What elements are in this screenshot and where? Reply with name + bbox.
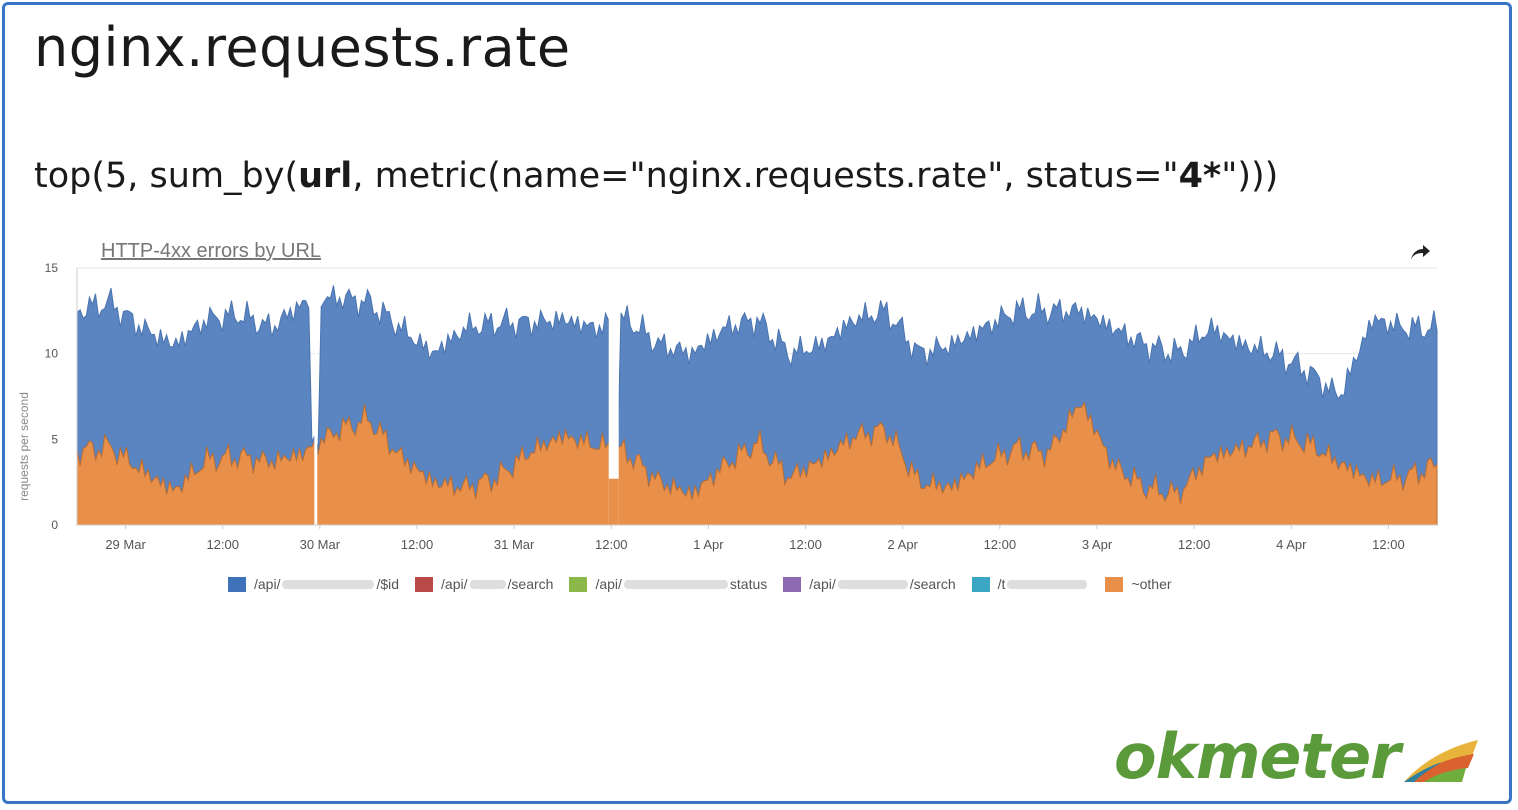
legend-label-suffix: /$id — [376, 576, 400, 592]
series-area-other — [76, 401, 1438, 526]
legend-label: /api/ — [809, 576, 836, 592]
legend-item[interactable]: /api/ /search — [415, 576, 553, 592]
legend-item[interactable]: ~other — [1105, 576, 1172, 592]
x-tick-label: 12:00 — [595, 537, 628, 552]
legend-redacted — [1007, 579, 1088, 589]
legend-label-suffix: status — [729, 576, 768, 592]
x-tick-label: 4 Apr — [1276, 537, 1307, 552]
x-tick-label: 12:00 — [789, 537, 822, 552]
legend-item[interactable]: /api/status — [569, 576, 767, 592]
y-tick-label: 10 — [45, 347, 59, 361]
x-tick-label: 12:00 — [1178, 537, 1211, 552]
logo-text: okmeter — [1114, 720, 1401, 793]
legend-redacted — [623, 579, 728, 589]
legend-label-suffix: /search — [909, 576, 956, 592]
x-tick-label: 12:00 — [1372, 537, 1405, 552]
legend-redacted — [469, 579, 506, 589]
series-area-other-gap — [608, 478, 619, 525]
legend-label: /api/ — [441, 576, 468, 592]
chart-legend: /api/ /$id/api/ /search/api/status/api/ /se… — [228, 576, 1188, 592]
x-tick-label: 12:00 — [984, 537, 1017, 552]
x-tick-label: 1 Apr — [693, 537, 724, 552]
x-tick-label: 12:00 — [401, 537, 434, 552]
legend-item[interactable]: /api/ /search — [783, 576, 956, 592]
y-axis-label: requests per second — [17, 392, 31, 501]
y-tick-label: 15 — [45, 261, 59, 275]
legend-redacted — [282, 579, 375, 589]
legend-label-suffix: /search — [507, 576, 554, 592]
logo-swoosh-icon — [1403, 740, 1478, 782]
slide-title: nginx.requests.rate — [34, 16, 571, 79]
legend-swatch — [971, 576, 990, 592]
legend-swatch — [415, 576, 434, 592]
legend-swatch — [783, 576, 802, 592]
x-tick-label: 29 Mar — [105, 537, 146, 552]
share-icon[interactable] — [1408, 242, 1432, 262]
chart-title-link[interactable]: HTTP-4xx errors by URL — [101, 240, 322, 262]
legend-label: /api/ — [254, 576, 281, 592]
x-tick-label: 30 Mar — [300, 537, 341, 552]
x-tick-label: 2 Apr — [888, 537, 919, 552]
legend-item[interactable]: /t — [971, 576, 1090, 592]
legend-item[interactable]: /api/ /$id — [228, 576, 399, 592]
okmeter-logo: okmeter — [1114, 726, 1480, 788]
legend-swatch — [1105, 576, 1124, 592]
legend-redacted — [837, 579, 908, 589]
legend-label: /t — [997, 576, 1006, 592]
legend-label: ~other — [1131, 576, 1172, 592]
data-gap — [314, 276, 318, 525]
x-tick-label: 3 Apr — [1082, 537, 1113, 552]
y-tick-label: 5 — [51, 432, 58, 446]
y-tick-label: 0 — [51, 518, 58, 532]
legend-swatch — [228, 576, 246, 592]
data-gap — [608, 276, 619, 525]
query-text: top(5, sum_by(url, metric(name="nginx.re… — [34, 156, 1279, 196]
query-url-keyword: url — [298, 156, 353, 196]
query-status-pattern: 4* — [1178, 156, 1222, 196]
legend-label: /api/ — [595, 576, 622, 592]
legend-swatch — [569, 576, 588, 592]
x-tick-label: 31 Mar — [494, 537, 535, 552]
x-tick-label: 12:00 — [206, 537, 239, 552]
